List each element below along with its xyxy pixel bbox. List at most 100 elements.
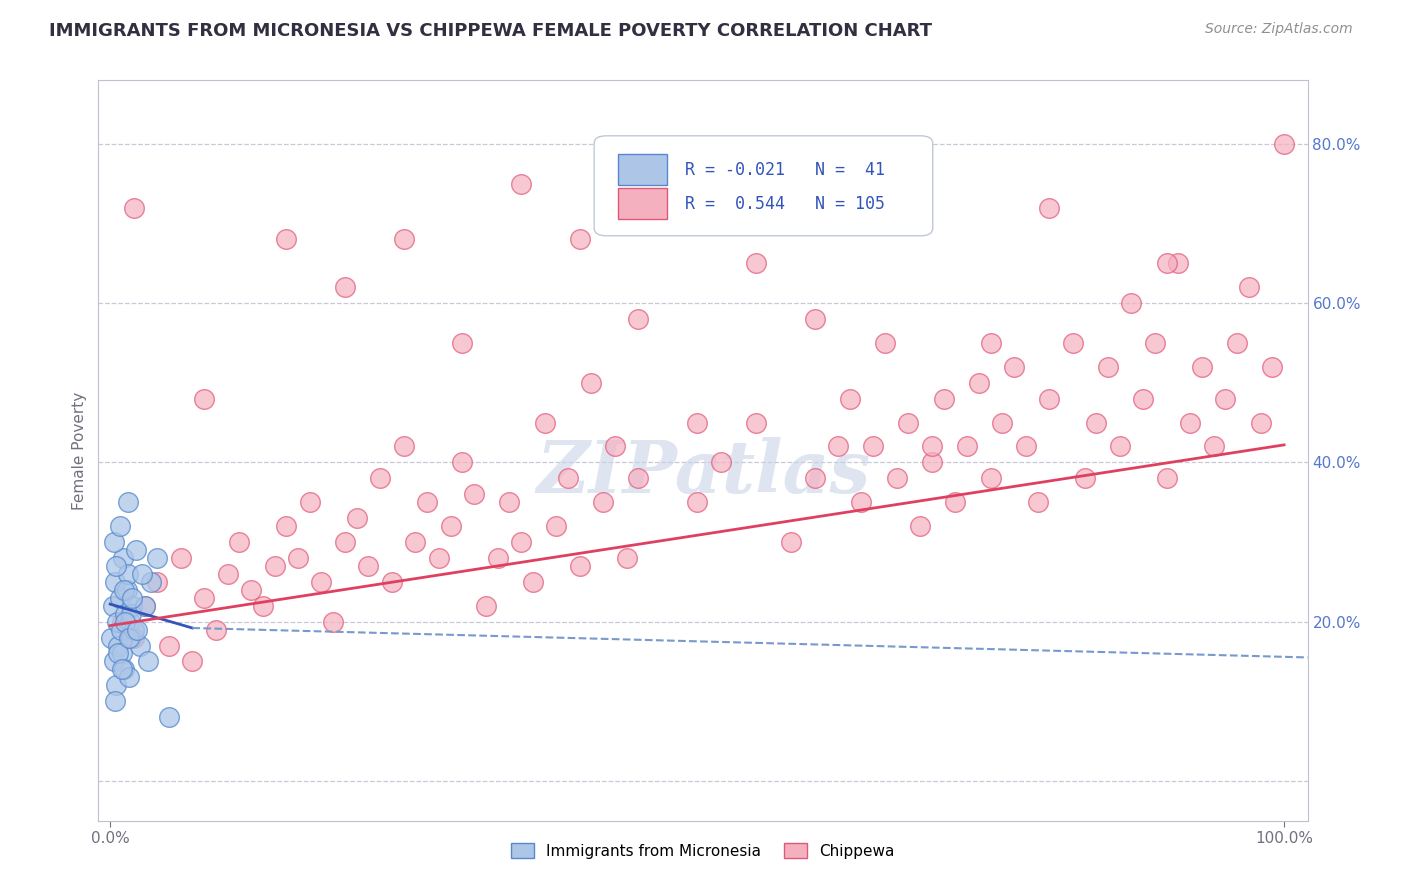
Point xyxy=(451,455,474,469)
Point xyxy=(1202,440,1225,454)
Point xyxy=(897,416,920,430)
Point xyxy=(486,550,509,565)
Point xyxy=(451,336,474,351)
Point xyxy=(193,591,215,605)
Point xyxy=(1226,336,1249,351)
Point xyxy=(568,558,591,573)
Point xyxy=(181,655,204,669)
Point xyxy=(287,550,309,565)
Point xyxy=(592,495,614,509)
Point xyxy=(357,558,380,573)
Point xyxy=(105,558,128,573)
Point xyxy=(111,647,134,661)
Legend: Immigrants from Micronesia, Chippewa: Immigrants from Micronesia, Chippewa xyxy=(505,837,901,865)
Point xyxy=(104,574,127,589)
Point xyxy=(1191,359,1213,374)
Point xyxy=(980,471,1002,485)
Point xyxy=(827,440,849,454)
Point xyxy=(240,582,263,597)
Point xyxy=(112,662,135,676)
Point xyxy=(627,312,650,326)
Point xyxy=(136,655,159,669)
Point xyxy=(627,471,650,485)
Point xyxy=(134,599,156,613)
Point xyxy=(252,599,274,613)
Point xyxy=(873,336,896,351)
Point xyxy=(107,647,129,661)
Point xyxy=(105,615,128,629)
Point xyxy=(557,471,579,485)
Point xyxy=(1143,336,1166,351)
Point xyxy=(108,591,131,605)
Point xyxy=(103,655,125,669)
Point xyxy=(1038,201,1060,215)
Point xyxy=(1097,359,1119,374)
Point xyxy=(1215,392,1237,406)
Point xyxy=(108,519,131,533)
Point xyxy=(581,376,603,390)
Point xyxy=(114,615,136,629)
Point xyxy=(101,599,124,613)
Point xyxy=(110,623,132,637)
Point xyxy=(686,416,709,430)
Point xyxy=(122,631,145,645)
Point xyxy=(522,574,544,589)
Point xyxy=(803,312,825,326)
Point xyxy=(122,623,145,637)
Point xyxy=(322,615,344,629)
Point xyxy=(112,582,135,597)
Point xyxy=(117,495,139,509)
Text: IMMIGRANTS FROM MICRONESIA VS CHIPPEWA FEMALE POVERTY CORRELATION CHART: IMMIGRANTS FROM MICRONESIA VS CHIPPEWA F… xyxy=(49,22,932,40)
Point xyxy=(1038,392,1060,406)
Point xyxy=(125,543,148,558)
Point xyxy=(117,566,139,581)
Point xyxy=(921,440,943,454)
Point xyxy=(111,615,134,629)
Point xyxy=(146,574,169,589)
Text: R =  0.544   N = 105: R = 0.544 N = 105 xyxy=(685,195,884,213)
Point xyxy=(603,440,626,454)
Point xyxy=(121,591,143,605)
Point xyxy=(510,535,533,549)
Point xyxy=(1156,471,1178,485)
Point xyxy=(1073,471,1095,485)
Point xyxy=(103,535,125,549)
Point xyxy=(276,232,298,246)
Point xyxy=(710,455,733,469)
Point xyxy=(862,440,884,454)
Point xyxy=(980,336,1002,351)
Point xyxy=(228,535,250,549)
Point xyxy=(463,487,485,501)
Point xyxy=(1272,136,1295,151)
Point xyxy=(932,392,955,406)
Point xyxy=(311,574,333,589)
Point xyxy=(114,607,136,621)
Point xyxy=(217,566,239,581)
FancyBboxPatch shape xyxy=(595,136,932,235)
Point xyxy=(616,550,638,565)
Point xyxy=(127,623,149,637)
Text: R = -0.021   N =  41: R = -0.021 N = 41 xyxy=(685,161,884,179)
Point xyxy=(134,599,156,613)
Point xyxy=(157,710,180,724)
Point xyxy=(392,440,415,454)
FancyBboxPatch shape xyxy=(619,188,666,219)
Point xyxy=(112,550,135,565)
Point xyxy=(921,455,943,469)
Text: Source: ZipAtlas.com: Source: ZipAtlas.com xyxy=(1205,22,1353,37)
Point xyxy=(105,678,128,692)
Point xyxy=(263,558,285,573)
Point xyxy=(128,639,150,653)
Point xyxy=(368,471,391,485)
Point xyxy=(1085,416,1108,430)
Point xyxy=(1062,336,1084,351)
Point xyxy=(120,631,142,645)
Point xyxy=(276,519,298,533)
Point xyxy=(627,177,650,191)
Point xyxy=(1132,392,1154,406)
Point xyxy=(439,519,461,533)
Point xyxy=(193,392,215,406)
Point xyxy=(169,550,191,565)
Point xyxy=(121,599,143,613)
Point xyxy=(1108,440,1130,454)
